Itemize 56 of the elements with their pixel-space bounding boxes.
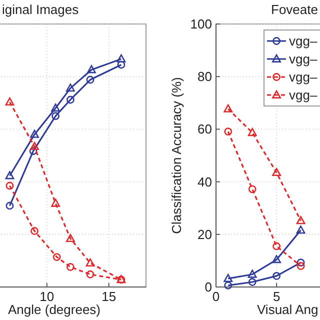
point xyxy=(224,104,233,112)
point xyxy=(30,142,39,150)
point xyxy=(66,84,75,92)
point xyxy=(6,182,14,190)
point xyxy=(296,262,305,270)
point xyxy=(86,258,95,267)
y-axis-title: Classification Accuracy (%) xyxy=(169,77,184,234)
point xyxy=(224,274,233,282)
point xyxy=(296,226,306,234)
point xyxy=(272,272,281,280)
point xyxy=(272,168,282,176)
y-tick-label: 0 xyxy=(204,280,212,294)
point xyxy=(5,171,14,180)
point xyxy=(224,128,232,136)
y-tick-label: 100 xyxy=(190,16,212,32)
y-tick-label: 40 xyxy=(198,174,212,190)
point xyxy=(30,227,38,235)
point xyxy=(117,60,126,69)
x-tick-label: 10 xyxy=(40,289,54,304)
x-tick-label: 15 xyxy=(102,289,116,304)
point xyxy=(296,258,305,266)
point xyxy=(30,130,39,138)
point xyxy=(51,104,60,112)
point xyxy=(6,202,14,210)
point xyxy=(224,281,232,290)
legend-label: vgg– xyxy=(289,88,318,102)
x-axis-title: Angle (degrees) xyxy=(8,302,100,317)
point xyxy=(86,76,94,84)
y-tick-label: 60 xyxy=(198,122,212,137)
point xyxy=(5,97,14,106)
point xyxy=(51,198,60,207)
point xyxy=(248,185,256,194)
point xyxy=(52,253,61,261)
point xyxy=(66,96,74,104)
point xyxy=(248,270,257,278)
point xyxy=(116,54,126,62)
x-tick-label: 5 xyxy=(272,289,280,304)
point xyxy=(29,147,38,155)
legend-label: vgg– xyxy=(289,70,318,84)
point xyxy=(66,234,75,242)
point xyxy=(272,255,282,264)
point xyxy=(52,112,60,120)
point xyxy=(248,128,257,136)
y-tick-label: 20 xyxy=(198,226,212,242)
y-tick-label: 80 xyxy=(198,69,212,84)
chart-title: iginal Images xyxy=(2,2,80,17)
point xyxy=(248,278,256,286)
point xyxy=(272,242,281,250)
point xyxy=(296,216,306,224)
point xyxy=(86,270,94,278)
legend-label: vgg– xyxy=(289,34,318,48)
x-axis-title: Visual Ang xyxy=(257,302,318,317)
legend-label: vgg– xyxy=(289,52,318,66)
chart-title: Foveate xyxy=(271,2,318,17)
point xyxy=(66,263,74,271)
point xyxy=(87,65,96,74)
